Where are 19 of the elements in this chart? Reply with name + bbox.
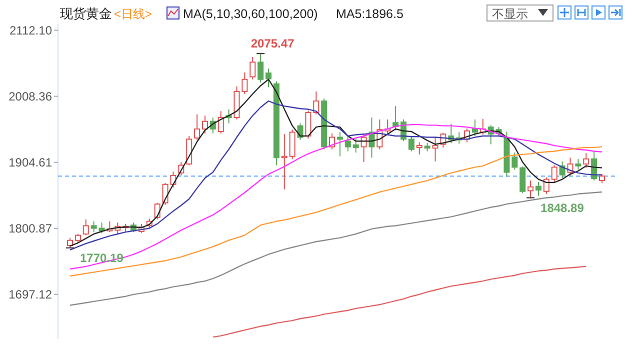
y-tick-label: 1697.12: [8, 288, 52, 302]
candlestick: [281, 134, 288, 190]
text: MA(5,10,30,60,100,200): [183, 7, 318, 21]
candlestick: [336, 132, 343, 157]
y-tick-label: 1800.87: [8, 222, 52, 236]
y-tick-label: 2112.10: [10, 24, 52, 38]
text: MA5:1896.5: [336, 7, 404, 21]
candlestick: [528, 180, 534, 198]
line-series: [69, 146, 603, 277]
y-tick-label: 2008.36: [8, 90, 52, 104]
y-tick-label: 1904.61: [8, 156, 52, 170]
line-series: [212, 266, 587, 338]
annotation: 1848.89: [540, 200, 584, 215]
chart-title: 现货黄金: [60, 6, 112, 21]
annotation: 1770.19: [80, 250, 124, 265]
line-series: [69, 191, 603, 306]
text: <日线>: [114, 7, 152, 21]
text: 不显示: [492, 7, 528, 21]
annotation: 2075.47: [250, 36, 295, 51]
